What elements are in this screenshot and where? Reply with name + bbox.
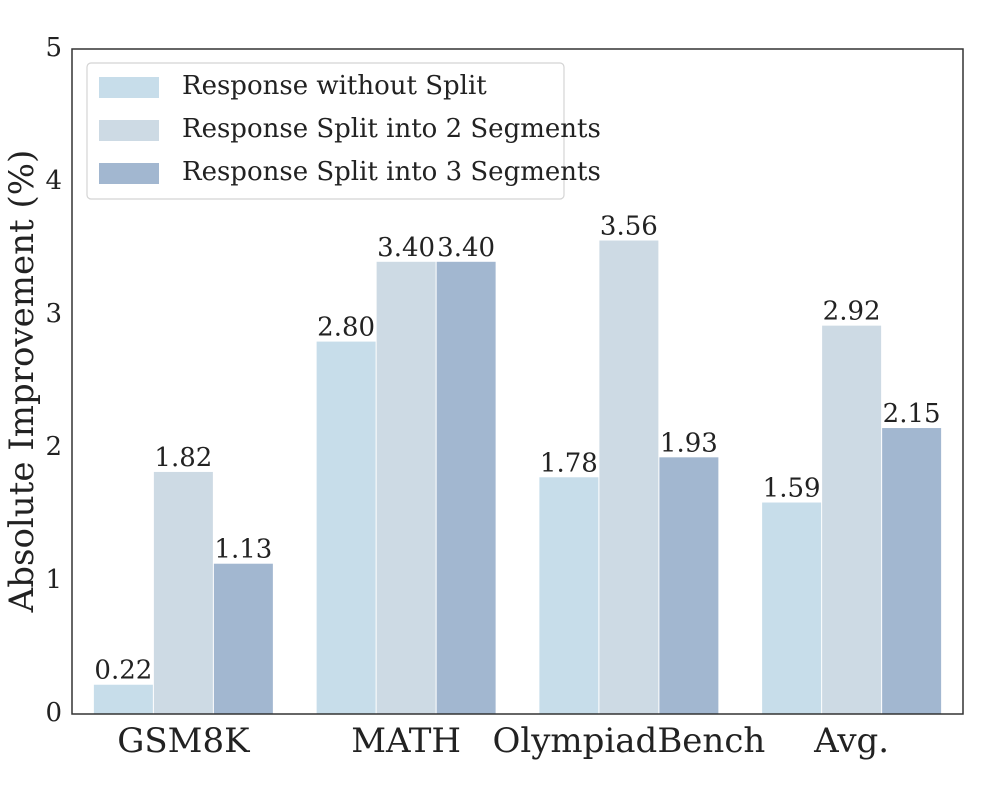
bar-olympiadbench-series-2 (599, 240, 659, 714)
x-tick-label: GSM8K (117, 721, 250, 761)
y-axis-ticks: 0 1 2 3 4 5 (45, 33, 62, 728)
bars-layer (93, 240, 942, 714)
bar-value-label: 3.56 (600, 212, 658, 242)
legend-box (86, 62, 565, 200)
bar-value-label: 2.92 (823, 297, 881, 327)
x-tick-label: OlympiadBench (492, 721, 765, 761)
bar-value-label: 1.82 (154, 443, 212, 473)
bar-gsm8k-series-3 (213, 563, 273, 714)
legend-swatch (99, 77, 159, 98)
y-tick-label: 0 (45, 698, 62, 728)
bar-value-label: 0.22 (94, 656, 152, 686)
bar-value-label: 1.78 (540, 448, 598, 478)
legend-label: Response without Split (182, 71, 487, 101)
bar-math-series-1 (316, 341, 376, 714)
bar-avg-series-2 (822, 325, 882, 714)
x-tick-label: MATH (351, 721, 461, 761)
legend-swatch (99, 120, 159, 141)
y-tick-label: 1 (45, 565, 62, 595)
y-tick-label: 3 (45, 299, 62, 329)
legend-swatch (99, 163, 159, 184)
bar-value-label: 2.80 (317, 313, 375, 343)
bar-avg-series-1 (762, 502, 822, 714)
bar-avg-series-3 (882, 428, 942, 714)
legend-label: Response Split into 2 Segments (182, 114, 601, 144)
bar-value-label: 1.93 (660, 428, 718, 458)
y-axis-title: Absolute Improvement (%) (2, 150, 42, 614)
legend: Response without Split Response Split int… (86, 62, 601, 200)
legend-label: Response Split into 3 Segments (182, 157, 601, 187)
value-labels-layer: 0.22 1.82 1.13 2.80 3.40 3.40 1.78 3.56 1.93 1.59… (94, 212, 940, 686)
legend-items: Response without Split Response Split int… (99, 71, 601, 187)
x-axis-ticks: GSM8K MATH OlympiadBench Avg. (117, 721, 889, 761)
bar-gsm8k-series-2 (153, 471, 213, 714)
plot-frame (71, 48, 964, 715)
bar-math-series-2 (376, 261, 436, 714)
bar-value-label: 3.40 (437, 233, 495, 263)
x-tick-label: Avg. (813, 721, 889, 761)
bar-olympiadbench-series-1 (539, 477, 599, 714)
y-tick-label: 2 (45, 432, 62, 462)
y-tick-label: 4 (45, 166, 62, 196)
bar-value-label: 2.15 (883, 399, 941, 429)
bar-value-label: 3.40 (377, 233, 435, 263)
bar-value-label: 1.13 (214, 535, 272, 565)
bar-math-series-3 (436, 261, 496, 714)
bar-value-label: 1.59 (763, 474, 821, 504)
bar-gsm8k-series-1 (93, 684, 153, 714)
bar-olympiadbench-series-3 (659, 457, 719, 714)
y-tick-label: 5 (45, 33, 62, 63)
